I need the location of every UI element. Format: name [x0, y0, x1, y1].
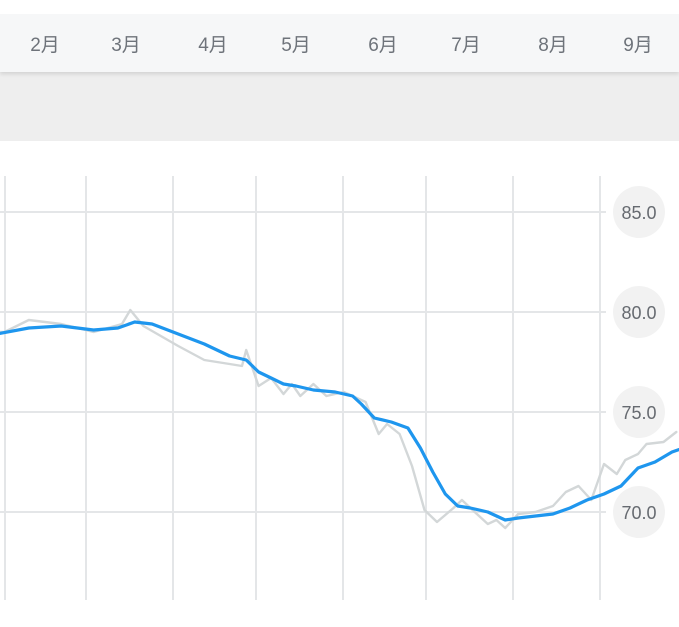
y-tick-badge [613, 186, 665, 238]
y-tick-label: 75.0 [621, 403, 656, 423]
month-label[interactable]: 4月 [198, 35, 228, 56]
month-label[interactable]: 8月 [538, 35, 568, 56]
y-tick-label: 85.0 [621, 203, 656, 223]
weight-chart: 85.0 80.0 75.0 70.0 [0, 150, 679, 622]
chart-svg: 85.0 80.0 75.0 70.0 [0, 176, 679, 600]
month-label[interactable]: 2月 [30, 35, 60, 56]
month-label[interactable]: 6月 [368, 35, 398, 56]
y-axis-labels: 85.0 80.0 75.0 70.0 [613, 186, 665, 538]
trend-line [0, 320, 679, 522]
filter-band [0, 72, 679, 141]
month-label[interactable]: 5月 [281, 35, 311, 56]
raw-line [0, 308, 678, 530]
month-axis-bar: 2月 3月 4月 5月 6月 7月 8月 9月 › [0, 0, 679, 72]
horizontal-grid [0, 211, 606, 513]
y-tick-label: 80.0 [621, 303, 656, 323]
y-tick-label: 70.0 [621, 503, 656, 523]
vertical-grid [4, 176, 601, 600]
month-label[interactable]: 3月 [111, 35, 141, 56]
y-tick-badge [613, 286, 665, 338]
scroll-right-icon[interactable]: › [646, 32, 651, 48]
month-label[interactable]: 9月 [623, 35, 653, 56]
y-tick-badge [613, 486, 665, 538]
y-tick-badge [613, 386, 665, 438]
month-label[interactable]: 7月 [451, 35, 481, 56]
series-lines [0, 308, 679, 530]
